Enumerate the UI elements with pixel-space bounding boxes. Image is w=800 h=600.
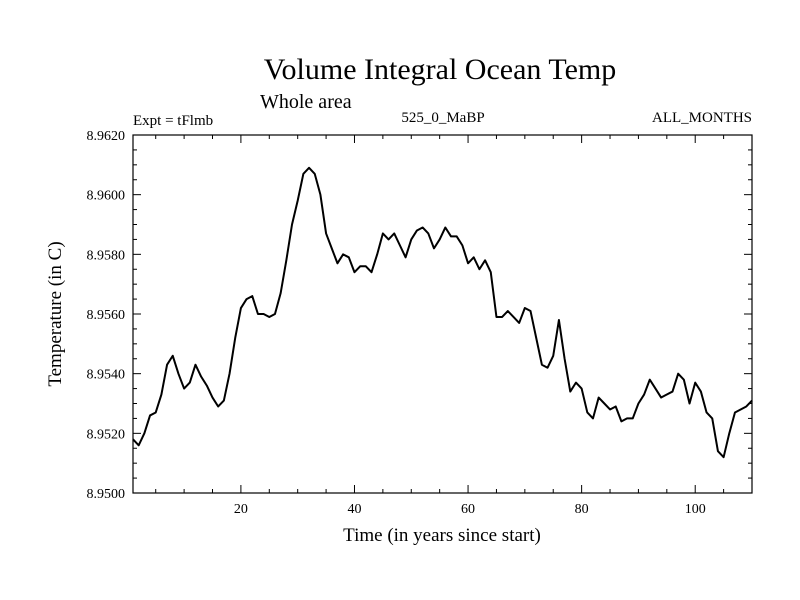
x-tick-label: 100 xyxy=(685,502,706,517)
plot-frame xyxy=(132,134,753,494)
months-label: ALL_MONTHS xyxy=(652,110,752,126)
y-tick-label: 8.9620 xyxy=(87,129,126,144)
y-axis-label: Temperature (in C) xyxy=(45,241,66,386)
x-tick-label: 60 xyxy=(461,502,475,517)
y-tick-label: 8.9520 xyxy=(87,427,126,442)
y-tick-label: 8.9580 xyxy=(87,248,126,263)
y-tick-label: 8.9600 xyxy=(87,189,126,204)
x-tick-label: 80 xyxy=(575,502,589,517)
x-tick-label: 40 xyxy=(347,502,361,517)
series-line xyxy=(132,166,753,459)
chart-subtitle: Whole area xyxy=(260,91,352,113)
x-tick-label: 20 xyxy=(234,502,248,517)
x-axis-label: Time (in years since start) xyxy=(343,525,541,546)
chart-title: Volume Integral Ocean Temp xyxy=(264,53,617,86)
plot-area: 20 40 60 80 100 8.9500 8.9520 8.9540 8.9560 8.958… xyxy=(87,129,753,517)
y-tick-label: 8.9500 xyxy=(87,487,126,502)
y-tick-label: 8.9560 xyxy=(87,308,126,323)
experiment-label: Expt = tFlmb xyxy=(133,113,213,129)
experiment-id-label: 525_0_MaBP xyxy=(401,110,484,126)
y-tick-label: 8.9540 xyxy=(87,368,126,383)
